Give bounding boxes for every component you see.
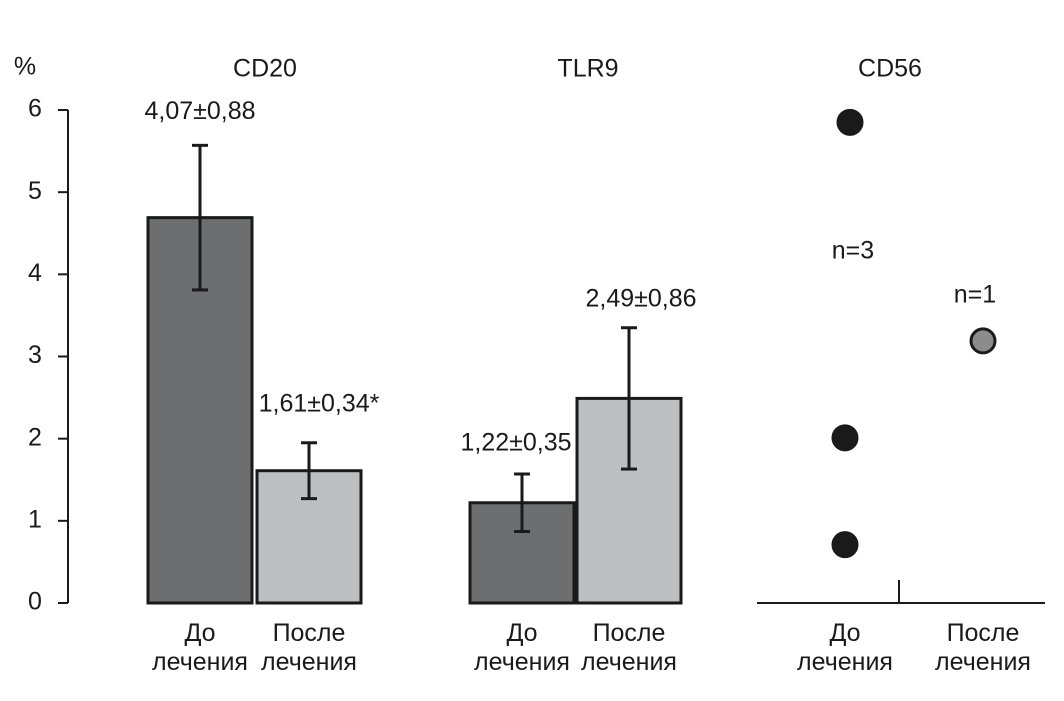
annotation: n=3 (832, 237, 874, 265)
panel-title: CD56 (858, 55, 922, 83)
panel-title: TLR9 (557, 55, 618, 83)
x-tick-label: После лечения (935, 619, 1031, 676)
value-annotation: 2,49±0,86 (585, 284, 696, 312)
y-tick-label: 6 (28, 95, 42, 123)
value-annotation: 4,07±0,88 (144, 97, 255, 125)
value-annotation: 1,22±0,35 (460, 429, 571, 457)
point (836, 108, 864, 136)
x-tick-label: До лечения (474, 619, 570, 676)
y-tick-label: 4 (28, 259, 42, 287)
y-tick-label: 0 (28, 588, 42, 616)
y-tick-label: 5 (28, 177, 42, 205)
x-tick-label: После лечения (581, 619, 677, 676)
y-tick-label: 3 (28, 341, 42, 369)
point (969, 327, 997, 355)
y-axis-label: % (14, 53, 36, 81)
x-tick-label: После лечения (261, 619, 357, 676)
value-annotation: 1,61±0,34* (259, 389, 380, 417)
bar (468, 501, 576, 605)
panel-title: CD20 (233, 55, 297, 83)
x-tick-label: До лечения (152, 619, 248, 676)
point (831, 531, 859, 559)
x-tick-label: До лечения (797, 619, 893, 676)
y-tick-label: 2 (28, 423, 42, 451)
y-tick-label: 1 (28, 505, 42, 533)
annotation: n=1 (954, 281, 996, 309)
point (831, 424, 859, 452)
